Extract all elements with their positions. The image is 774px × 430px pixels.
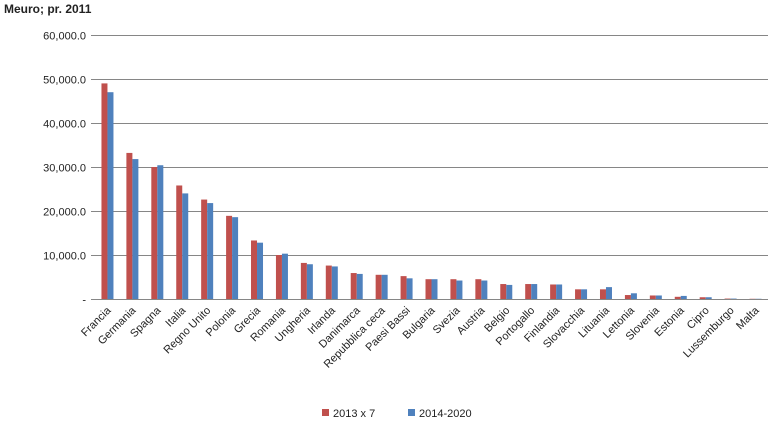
bar-series2: [705, 297, 712, 299]
bar-series1: [699, 297, 706, 299]
bar-series2: [605, 287, 612, 299]
bar-series2: [306, 264, 313, 299]
bar-series1: [475, 279, 482, 299]
bar-series2: [630, 293, 637, 299]
bar-series1: [300, 262, 307, 299]
bar-series1: [425, 279, 432, 299]
bar-series1: [275, 255, 282, 299]
bar-series2: [281, 253, 288, 299]
bar-series2: [182, 193, 189, 299]
bar-series2: [207, 203, 214, 299]
unit-label: Meuro; pr. 2011: [4, 2, 92, 16]
bar-series2: [232, 217, 239, 299]
bar-series1: [450, 279, 457, 299]
bar-series2: [107, 92, 114, 299]
bar-series1: [151, 167, 158, 299]
legend-label: 2014-2020: [419, 408, 472, 420]
legend-swatch: [322, 409, 329, 416]
y-tick-label: -: [82, 295, 86, 307]
bar-series2: [531, 284, 538, 299]
y-axis-ticks: - 10,000.0 20,000.0 30,000.0 40,000.0 50,000.…: [43, 31, 95, 307]
legend-label: 2013 x 7: [333, 408, 375, 420]
bar-series1: [201, 199, 208, 299]
bar-series1: [525, 284, 532, 299]
y-tick-label: 10,000.0: [43, 251, 86, 263]
bar-series2: [581, 289, 588, 299]
bar-series2: [556, 284, 563, 299]
y-tick-label: 30,000.0: [43, 163, 86, 175]
bar-series1: [101, 83, 108, 300]
gridlines: [95, 35, 768, 256]
bar-series2: [431, 279, 438, 299]
y-tick-label: 50,000.0: [43, 75, 86, 87]
bar-series1: [575, 289, 582, 299]
bar-series1: [375, 274, 382, 299]
bar-series1: [674, 296, 681, 299]
bar-series2: [680, 295, 687, 299]
bar-series2: [331, 266, 338, 299]
bar-series2: [356, 273, 363, 299]
bar-series1: [251, 240, 258, 299]
y-tick-label: 20,000.0: [43, 207, 86, 219]
bar-series1: [325, 265, 332, 299]
bar-series1: [226, 215, 233, 299]
bar-series1: [550, 284, 557, 299]
bar-series1: [126, 152, 133, 299]
bar-series2: [506, 284, 513, 299]
y-tick-label: 40,000.0: [43, 119, 86, 131]
x-tick-label: Austria: [455, 304, 488, 337]
legend: 2013 x 7 2014-2020: [322, 408, 472, 420]
bar-series1: [649, 295, 656, 299]
bar-series2: [655, 295, 662, 299]
bar-series1: [624, 295, 631, 299]
bar-series2: [456, 280, 463, 299]
bar-series2: [157, 165, 164, 299]
bar-series1: [400, 276, 407, 299]
bar-series2: [132, 159, 139, 299]
y-tick-label: 60,000.0: [43, 31, 86, 43]
bar-series1: [350, 273, 357, 299]
bars: [101, 83, 762, 300]
bar-series1: [176, 185, 183, 299]
bar-series1: [500, 284, 507, 299]
bar-series2: [481, 280, 488, 299]
bar-series2: [381, 274, 388, 299]
bar-series1: [599, 289, 606, 299]
bar-series2: [406, 278, 413, 299]
legend-swatch: [408, 409, 415, 416]
bar-series2: [257, 242, 264, 299]
x-tick-label: Malta: [734, 304, 762, 332]
